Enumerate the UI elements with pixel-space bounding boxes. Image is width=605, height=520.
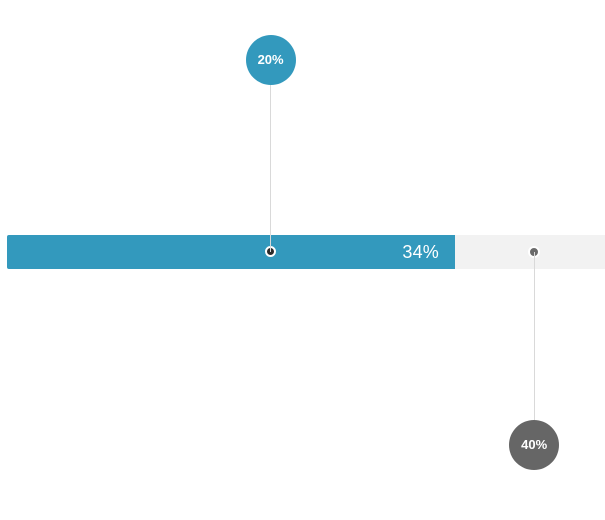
- marker-20-stem: [270, 85, 271, 252]
- marker-20-bubble[interactable]: 20%: [245, 35, 296, 85]
- marker-40-stem: [534, 252, 535, 420]
- marker-40-bubble[interactable]: 40%: [509, 420, 560, 470]
- progress-track: 34%: [7, 235, 605, 269]
- progress-fill: 34%: [7, 235, 455, 269]
- progress-value-label: 34%: [402, 242, 439, 262]
